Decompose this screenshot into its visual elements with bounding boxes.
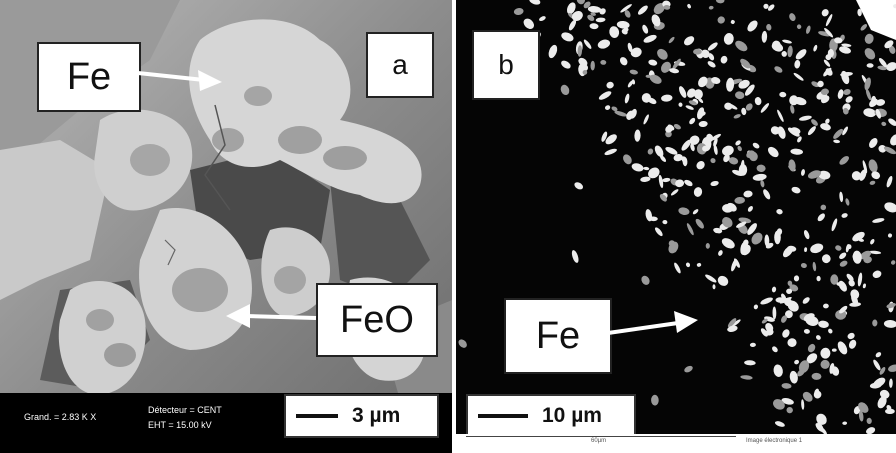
fe-label-box: Fe	[37, 42, 141, 112]
fe-label-text: Fe	[536, 315, 580, 358]
panel-letter: b	[498, 49, 514, 81]
footer-scale-text: 60µm	[591, 438, 606, 444]
eht-text: EHT = 15.00 kV	[148, 420, 212, 431]
feo-label-box: FeO	[316, 283, 438, 357]
scale-text-b: 10 µm	[542, 404, 602, 428]
scale-line-a	[296, 414, 338, 418]
scale-bar-b: 10 µm	[466, 394, 636, 438]
panel-letter-box: b	[472, 30, 540, 100]
fe-label-text: Fe	[67, 56, 111, 99]
scale-line-b	[478, 414, 528, 418]
footer-ruler	[466, 436, 736, 437]
magnification-text: Grand. = 2.83 K X	[24, 412, 96, 423]
sem-image-panel-a: Fe a FeO Grand. = 2.83 K X Détecteur = C…	[0, 0, 452, 453]
fe-label-box: Fe	[504, 298, 612, 374]
element-map-panel-b: b Fe 10 µm 60µm Image électronique 1	[456, 0, 896, 453]
detector-text: Détecteur = CENT	[148, 405, 222, 416]
panel-letter: a	[392, 49, 408, 81]
scale-bar-a: 3 µm	[284, 394, 439, 438]
panel-letter-box: a	[366, 32, 434, 98]
footer-bar: 60µm Image électronique 1	[456, 434, 896, 453]
feo-label-text: FeO	[340, 299, 414, 342]
scale-text-a: 3 µm	[352, 404, 400, 428]
footer-caption: Image électronique 1	[746, 438, 802, 444]
